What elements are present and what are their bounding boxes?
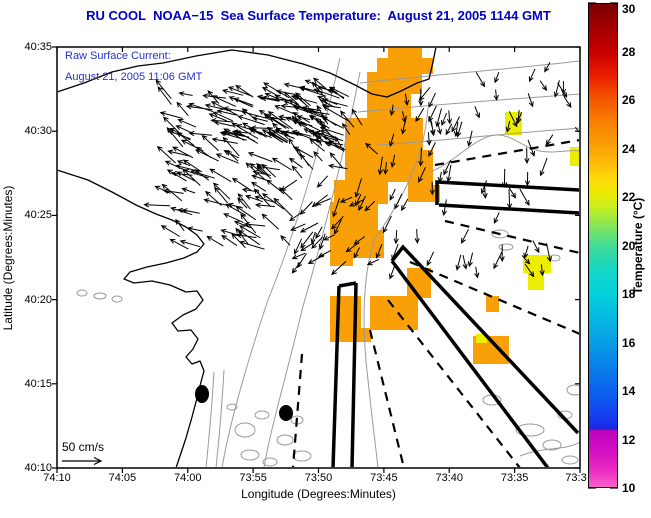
colorbar-label: Temperature (°C) <box>631 197 645 295</box>
y-tick-label: 40:35 <box>24 41 52 53</box>
y-tick-label: 40:25 <box>24 209 52 222</box>
x-tick-label: 73:35 <box>500 472 529 484</box>
colorbar-tick-label: 18 <box>622 287 636 301</box>
figure-title: RU COOL NOAA−15 Sea Surface Temperature:… <box>86 8 551 23</box>
y-tick-label: 40:30 <box>24 125 52 138</box>
x-tick-label: 73:3 <box>565 472 587 484</box>
colorbar-tick-label: 26 <box>622 93 636 107</box>
y-axis-label: Latitude (Degrees:Minutes) <box>1 185 15 331</box>
annotation-current-title: Raw Surface Current: <box>65 50 171 62</box>
current-vectors <box>143 61 579 280</box>
x-tick-label: 73:50 <box>304 472 333 484</box>
x-tick-label: 73:45 <box>370 472 398 484</box>
annotation-current-date: August 21, 2005 11:06 GMT <box>65 71 203 83</box>
colorbar-tick-label: 30 <box>622 2 636 16</box>
colorbar-tick-label: 10 <box>622 481 636 495</box>
colorbar-tick-label: 16 <box>622 335 636 350</box>
colorbar-tick-label: 14 <box>622 384 636 398</box>
x-tick-label: 74:05 <box>108 472 137 484</box>
colorbar-tick-label: 22 <box>622 190 636 204</box>
scale-arrow <box>62 456 103 466</box>
colorbar-tick-label: 28 <box>622 44 636 59</box>
scale-arrow-label: 50 cm/s <box>62 440 105 454</box>
y-tick-label: 40:10 <box>24 462 52 474</box>
y-tick-label: 40:15 <box>24 377 52 390</box>
x-tick-label: 73:55 <box>239 472 267 484</box>
y-tick-label: 40:20 <box>24 293 52 306</box>
x-tick-label: 74:00 <box>173 472 202 484</box>
x-tick-label: 73:40 <box>435 472 464 484</box>
colorbar-tick-label: 12 <box>622 432 636 447</box>
x-axis-label: Longitude (Degrees:Minutes) <box>241 487 396 501</box>
x-tick-label: 74:10 <box>43 472 71 484</box>
colorbar-gradient <box>588 3 618 488</box>
colorbar-tick-label: 20 <box>622 238 636 253</box>
colorbar-tick-label: 24 <box>622 141 636 156</box>
